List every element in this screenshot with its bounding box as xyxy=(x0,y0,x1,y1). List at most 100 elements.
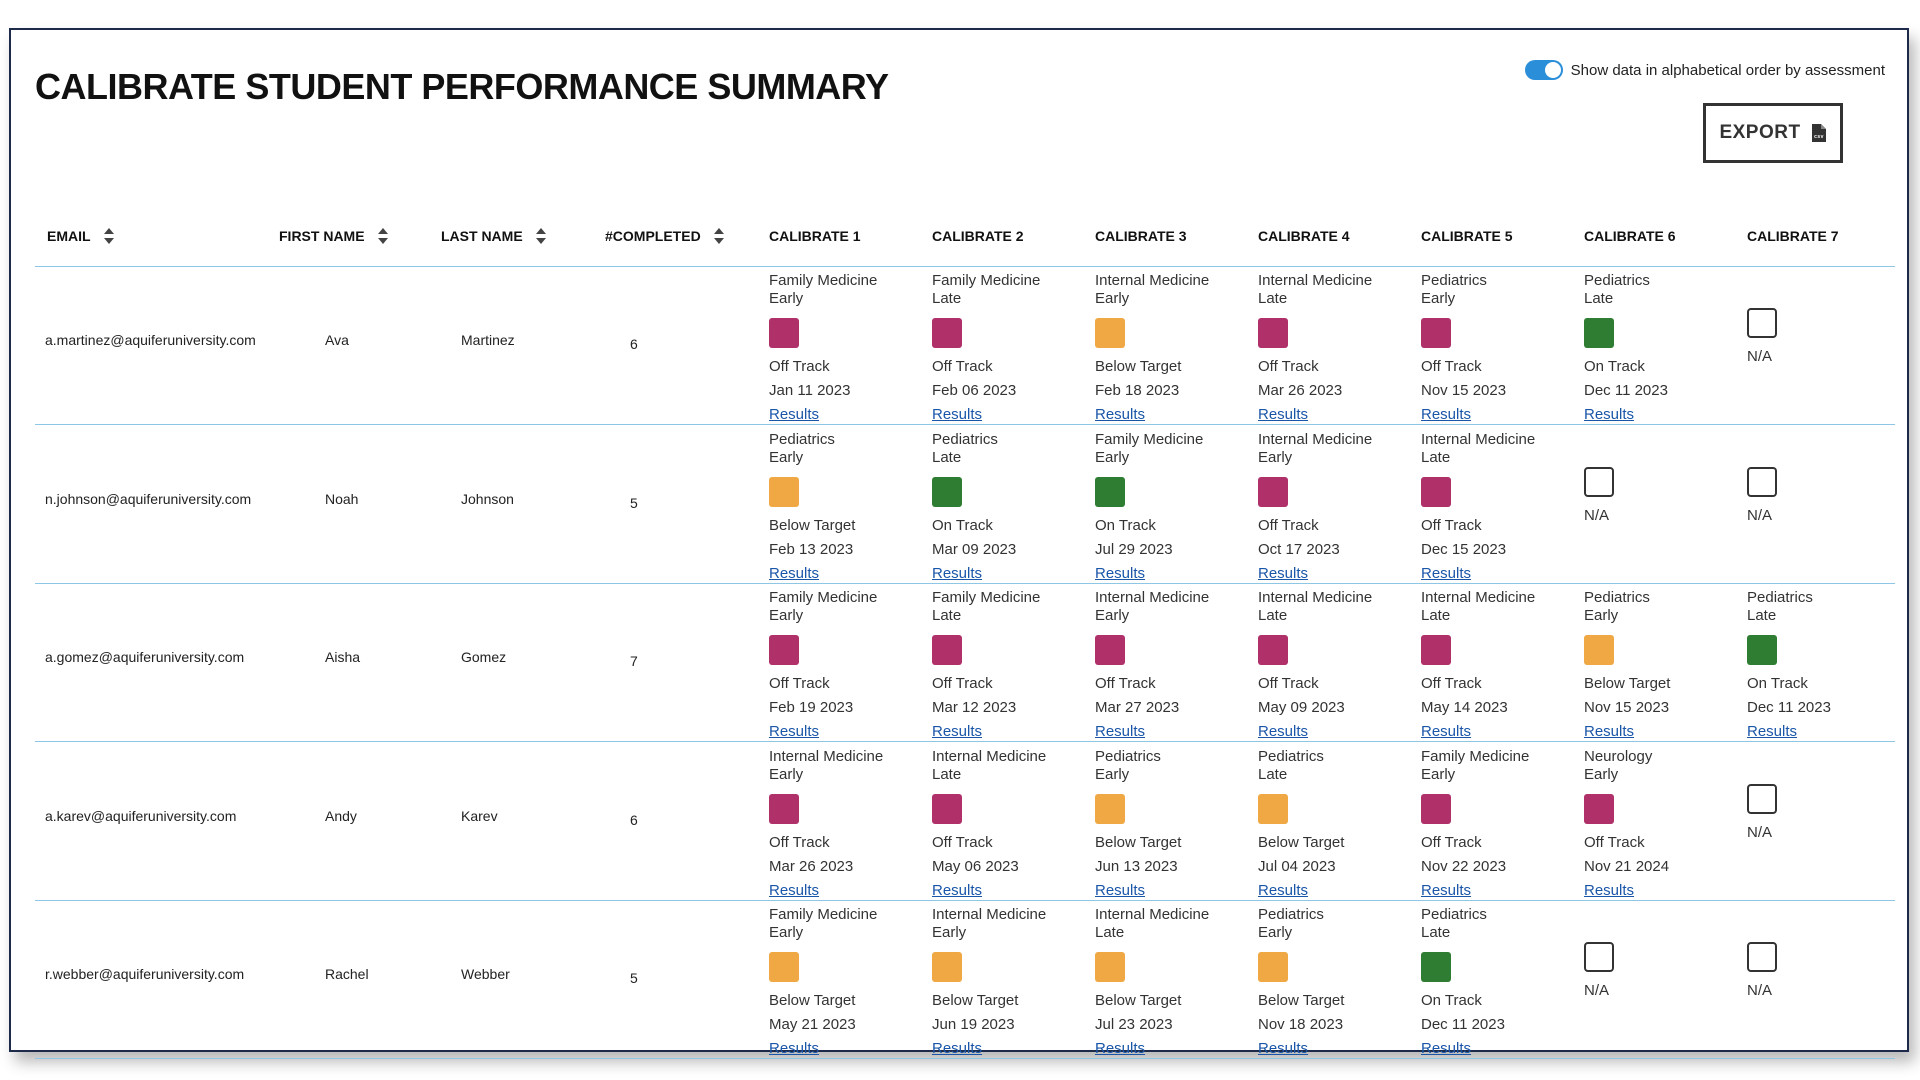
assessment-course: Internal Medicine xyxy=(769,747,884,765)
results-link[interactable]: Results xyxy=(1095,723,1146,740)
calibrate-cell: Internal Medicine Late Off Track Dec 15 202… xyxy=(1421,431,1571,583)
sort-icon[interactable] xyxy=(377,227,389,245)
results-link[interactable]: Results xyxy=(1095,406,1146,423)
results-link[interactable]: Results xyxy=(1258,881,1309,899)
status-text: On Track xyxy=(1584,358,1645,375)
assessment-course: Pediatrics xyxy=(1095,747,1161,765)
student-email: a.gomez@aquiferuniversity.com xyxy=(45,649,245,665)
results-link[interactable]: Results xyxy=(1258,1040,1309,1057)
results-link[interactable]: Results xyxy=(932,406,983,423)
calibrate-cell: Pediatrics Late On Track Mar 09 2023 Results xyxy=(932,431,1082,583)
results-link[interactable]: Results xyxy=(1258,723,1309,740)
results-link[interactable]: Results xyxy=(932,723,983,740)
status-swatch xyxy=(1095,635,1125,665)
results-link[interactable]: Results xyxy=(1095,881,1146,899)
results-link[interactable]: Results xyxy=(1258,564,1309,582)
status-text: N/A xyxy=(1584,506,1610,524)
results-link[interactable]: Results xyxy=(1421,564,1472,582)
results-link[interactable]: Results xyxy=(769,564,820,582)
assessment-course: Internal Medicine xyxy=(1421,589,1536,606)
assessment-course: Pediatrics xyxy=(769,430,835,448)
results-link[interactable]: Results xyxy=(769,881,820,899)
assessment-date: May 21 2023 xyxy=(769,1016,856,1033)
export-button[interactable]: EXPORT csv xyxy=(1703,103,1843,163)
assessment-date: Feb 18 2023 xyxy=(1095,382,1180,399)
student-first-name: Andy xyxy=(325,807,357,824)
header-email[interactable]: EMAIL xyxy=(47,206,115,266)
status-text: Below Target xyxy=(1095,833,1182,851)
results-link[interactable]: Results xyxy=(769,406,820,423)
assessment-timing: Early xyxy=(1584,607,1619,624)
empty-checkbox xyxy=(1584,942,1614,972)
calibrate-cell: Pediatrics Late On Track Dec 11 2023 Results xyxy=(1421,906,1571,1058)
results-link[interactable]: Results xyxy=(1095,1040,1146,1057)
assessment-date: Oct 17 2023 xyxy=(1258,540,1340,558)
calibrate-cell: Internal Medicine Early Off Track Mar 27 20… xyxy=(1095,589,1245,741)
header-calibrate-4: CALIBRATE 4 xyxy=(1258,228,1350,244)
status-text: Off Track xyxy=(1258,358,1319,375)
assessment-timing: Late xyxy=(1747,607,1777,624)
header-first-name[interactable]: FIRST NAME xyxy=(279,206,389,266)
sort-icon[interactable] xyxy=(713,227,725,245)
assessment-timing: Early xyxy=(1095,448,1130,466)
status-swatch xyxy=(1421,635,1451,665)
assessment-timing: Late xyxy=(1421,448,1451,466)
status-swatch xyxy=(1421,952,1451,982)
results-link[interactable]: Results xyxy=(1421,723,1472,740)
status-swatch xyxy=(769,952,799,982)
calibrate-cell: Family Medicine Early Off Track Feb 19 2023… xyxy=(769,589,919,741)
status-text: N/A xyxy=(1747,982,1773,999)
table-row: n.johnson@aquiferuniversity.com Noah Johns… xyxy=(35,425,1895,584)
sort-icon[interactable] xyxy=(535,227,547,245)
assessment-date: Mar 27 2023 xyxy=(1095,699,1180,716)
status-text: N/A xyxy=(1584,982,1610,999)
calibrate-cell: Pediatrics Late On Track Dec 11 2023 Results xyxy=(1747,589,1897,741)
status-swatch xyxy=(1095,318,1125,348)
calibrate-cell: Internal Medicine Early Off Track Mar 26 20… xyxy=(769,748,919,900)
results-link[interactable]: Results xyxy=(1747,723,1798,740)
page-title: CALIBRATE STUDENT PERFORMANCE SUMMARY xyxy=(35,66,889,107)
results-link[interactable]: Results xyxy=(1584,881,1635,899)
student-email: r.webber@aquiferuniversity.com xyxy=(45,966,245,982)
student-email: n.johnson@aquiferuniversity.com xyxy=(45,490,252,507)
header-completed[interactable]: #COMPLETED xyxy=(605,206,725,266)
export-label: EXPORT xyxy=(1719,122,1801,143)
status-swatch xyxy=(1258,476,1288,507)
results-link[interactable]: Results xyxy=(1584,723,1635,740)
sort-icon[interactable] xyxy=(103,227,115,245)
assessment-date: Feb 19 2023 xyxy=(769,699,854,716)
assessment-timing: Early xyxy=(932,924,967,941)
results-link[interactable]: Results xyxy=(769,723,820,740)
calibrate-cell: Internal Medicine Late Below Target Jul 23 … xyxy=(1095,906,1245,1058)
status-swatch xyxy=(769,476,799,507)
status-text: Off Track xyxy=(932,675,993,692)
results-link[interactable]: Results xyxy=(1421,881,1472,899)
svg-text:csv: csv xyxy=(1814,134,1824,140)
results-link[interactable]: Results xyxy=(1421,406,1472,423)
assessment-course: Pediatrics xyxy=(1421,272,1487,289)
assessment-course: Family Medicine xyxy=(769,589,878,606)
assessment-course: Internal Medicine xyxy=(1095,906,1210,923)
student-first-name: Noah xyxy=(325,490,359,507)
calibrate-cell: Family Medicine Early Off Track Jan 11 2023… xyxy=(769,272,919,424)
results-link[interactable]: Results xyxy=(932,564,983,582)
assessment-timing: Early xyxy=(769,765,804,783)
results-link[interactable]: Results xyxy=(1584,406,1635,423)
header-last-name[interactable]: LAST NAME xyxy=(441,206,547,266)
results-link[interactable]: Results xyxy=(769,1040,820,1057)
assessment-timing: Late xyxy=(1095,924,1125,941)
alphabetical-toggle[interactable] xyxy=(1524,60,1563,80)
results-link[interactable]: Results xyxy=(1258,406,1309,423)
results-link[interactable]: Results xyxy=(1421,1040,1472,1057)
calibrate-cell: Pediatrics Early Below Target Jun 13 2023 Re… xyxy=(1095,748,1245,900)
status-text: Below Target xyxy=(1258,992,1345,1009)
status-text: Below Target xyxy=(932,992,1019,1009)
header-first-name-label: FIRST NAME xyxy=(279,228,365,244)
results-link[interactable]: Results xyxy=(1095,564,1146,582)
calibrate-cell: N/A xyxy=(1584,431,1734,525)
calibrate-cell: Family Medicine Early Off Track Nov 22 2023… xyxy=(1421,748,1571,900)
assessment-timing: Late xyxy=(932,607,962,624)
results-link[interactable]: Results xyxy=(932,1040,983,1057)
assessment-date: Jul 04 2023 xyxy=(1258,857,1336,875)
results-link[interactable]: Results xyxy=(932,881,983,899)
